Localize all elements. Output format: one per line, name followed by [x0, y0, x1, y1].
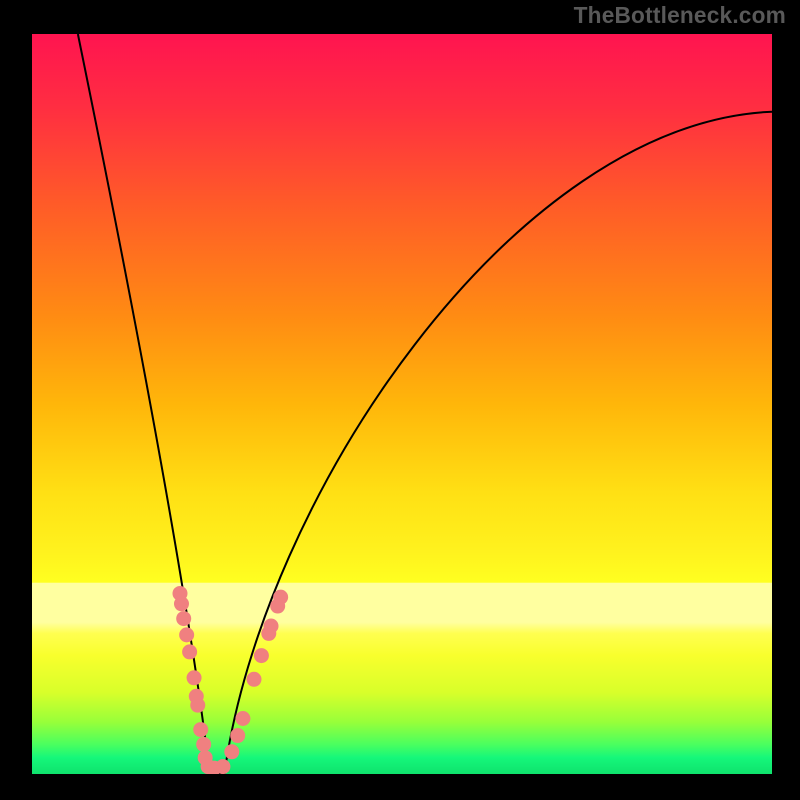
data-point [230, 728, 245, 743]
data-point [193, 722, 208, 737]
data-point [224, 744, 239, 759]
plot-inner [32, 34, 772, 774]
watermark-text: TheBottleneck.com [574, 2, 786, 29]
data-point [187, 670, 202, 685]
data-point [196, 737, 211, 752]
data-point [273, 590, 288, 605]
data-point [176, 611, 191, 626]
data-point [182, 644, 197, 659]
data-point [264, 619, 279, 634]
chart-root: TheBottleneck.com [0, 0, 800, 800]
data-point [235, 711, 250, 726]
data-point [254, 648, 269, 663]
data-point [190, 698, 205, 713]
data-point [174, 596, 189, 611]
data-point [179, 627, 194, 642]
data-point [247, 672, 262, 687]
data-point [215, 759, 230, 774]
markers-svg [32, 34, 772, 774]
plot-area [32, 34, 772, 774]
